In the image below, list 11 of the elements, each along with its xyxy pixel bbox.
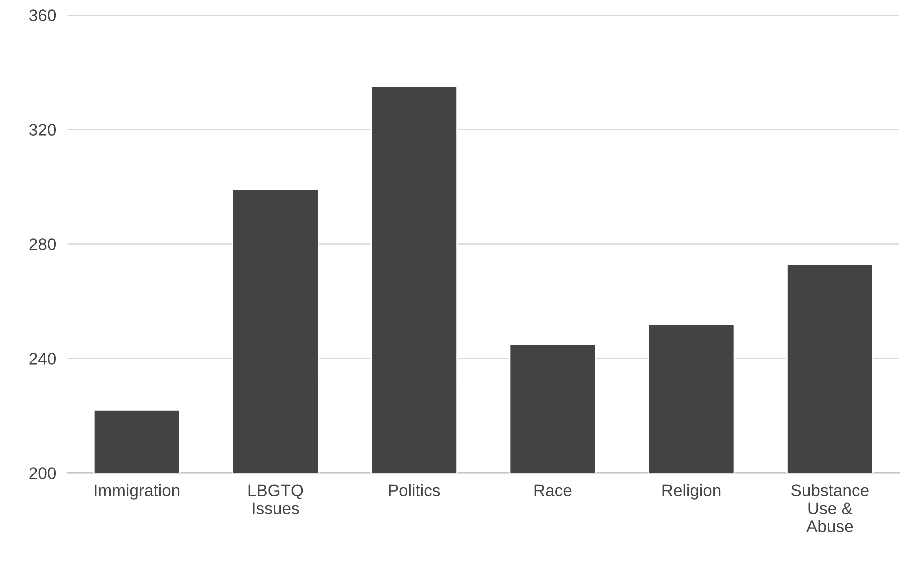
y-tick-label: 320: [30, 124, 56, 136]
y-tick-label: 240: [30, 353, 56, 365]
x-tick-label: Substance Use & Abuse: [792, 484, 869, 532]
x-tick-label: Politics: [389, 484, 440, 497]
x-tick-label: Religion: [662, 484, 721, 500]
y-tick-label: 200: [30, 468, 56, 480]
y-tick-label: 360: [30, 10, 56, 22]
x-tick-label: LBGTQ Issues: [248, 484, 304, 514]
x-tick-label: Immigration: [95, 484, 180, 500]
x-tick-label: Race: [534, 484, 572, 497]
y-tick-label: 280: [30, 238, 56, 250]
